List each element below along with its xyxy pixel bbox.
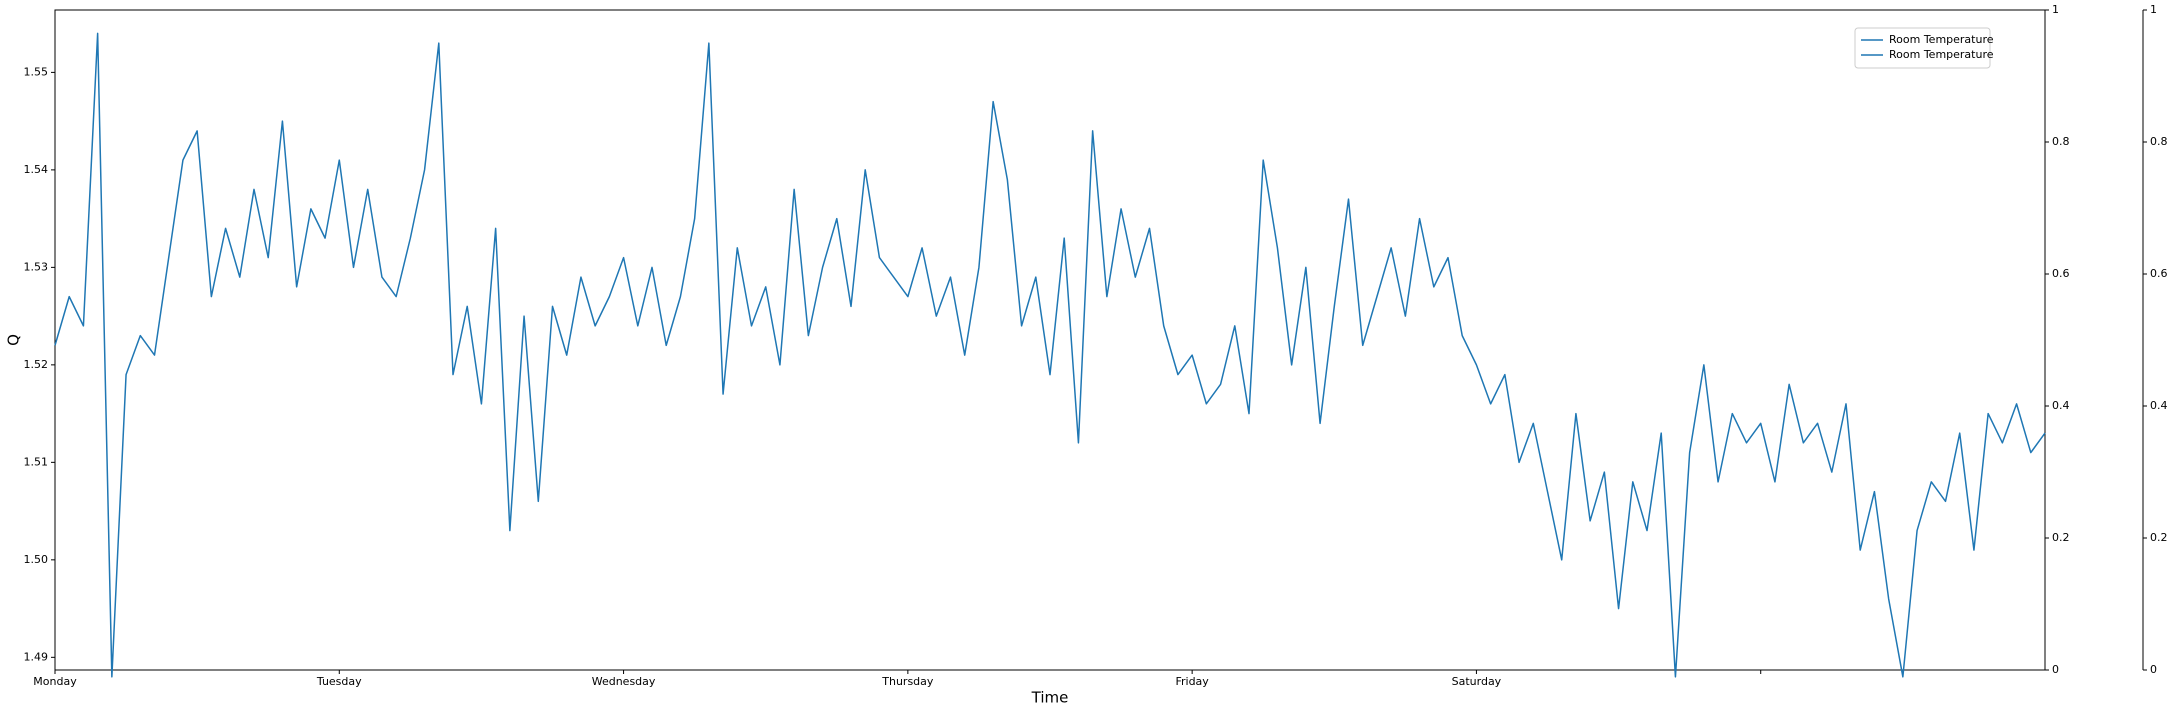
- x-tick-label: Saturday: [1452, 675, 1502, 688]
- y-tick-label: 1.54: [24, 163, 49, 176]
- y3-tick-label: 0.2: [2150, 531, 2168, 544]
- x-tick-label: Wednesday: [592, 675, 656, 688]
- y2-tick-label: 0.2: [2052, 531, 2070, 544]
- y3-tick-label: 0.4: [2150, 399, 2168, 412]
- y3-tick-label: 0: [2150, 663, 2157, 676]
- legend-label: Room Temperature: [1889, 48, 1994, 61]
- y-tick-label: 1.53: [24, 260, 49, 273]
- y-tick-label: 1.50: [24, 553, 49, 566]
- y2-tick-label: 0.8: [2052, 135, 2070, 148]
- legend-label: Room Temperature: [1889, 33, 1994, 46]
- legend-box: [1854, 27, 1991, 69]
- x-tick-label: Tuesday: [316, 675, 362, 688]
- y-tick-label: 1.51: [24, 455, 49, 468]
- y3-tick-label: 1: [2150, 3, 2157, 16]
- y-tick-label: 1.55: [24, 65, 49, 78]
- x-tick-label: Monday: [33, 675, 77, 688]
- y-tick-label: 1.52: [24, 358, 49, 371]
- plot-frame: [54, 9, 2046, 671]
- x-axis-title: Time: [1031, 689, 1069, 707]
- y-axis-title: Q: [5, 334, 23, 346]
- data-line: [54, 32, 2046, 678]
- y3-tick-label: 0.8: [2150, 135, 2168, 148]
- x-tick-label: Friday: [1175, 675, 1209, 688]
- x-tick-label: Thursday: [881, 675, 934, 688]
- y3-tick-label: 0.6: [2150, 267, 2168, 280]
- y2-tick-label: 1: [2052, 3, 2059, 16]
- y2-tick-label: 0: [2052, 663, 2059, 676]
- y-tick-label: 1.49: [24, 650, 49, 663]
- y2-tick-label: 0.6: [2052, 267, 2070, 280]
- y2-tick-label: 0.4: [2052, 399, 2070, 412]
